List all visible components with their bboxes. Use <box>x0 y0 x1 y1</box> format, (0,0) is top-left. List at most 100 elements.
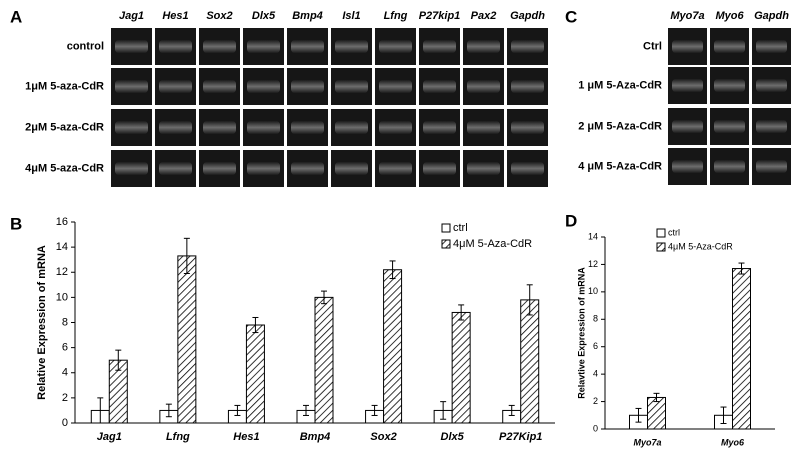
row-label: 1μM 5-aza-CdR <box>25 80 104 92</box>
legend-label: ctrl <box>668 227 680 237</box>
legend-label: 4μM 5-Aza-CdR <box>668 241 733 251</box>
gel-band <box>756 159 787 174</box>
gel-band <box>115 161 148 176</box>
gel-band <box>511 161 544 176</box>
gel-band <box>159 120 192 135</box>
error-bar <box>653 392 660 403</box>
gel-band <box>423 161 456 176</box>
gel-band <box>247 161 280 176</box>
row-label: 2μM 5-aza-CdR <box>25 121 104 133</box>
bar <box>647 396 666 430</box>
row-label: control <box>67 40 104 52</box>
gel-band <box>423 120 456 135</box>
error-bar <box>738 262 745 275</box>
row-label: Ctrl <box>643 40 662 52</box>
gel-band <box>714 159 745 174</box>
y-axis-title: Relative Expression of mRNA <box>36 245 48 400</box>
bar <box>520 299 540 424</box>
gel-band <box>335 120 368 135</box>
panel-label: C <box>565 7 577 26</box>
bar <box>314 296 334 424</box>
y-tick-label: 0 <box>593 423 598 433</box>
row-label: 2 μM 5-Aza-CdR <box>578 120 662 132</box>
error-bar <box>183 237 190 275</box>
error-bar <box>389 260 396 280</box>
gel-band <box>511 39 544 54</box>
x-tick-label: Lfng <box>166 431 190 443</box>
error-bar <box>252 316 259 334</box>
x-tick-label: Bmp4 <box>300 431 331 443</box>
gel-band <box>115 39 148 54</box>
gel-band <box>203 161 236 176</box>
y-tick-label: 14 <box>588 231 598 241</box>
gel-band <box>247 39 280 54</box>
gel-band <box>291 79 324 94</box>
gel-band <box>467 120 500 135</box>
gel-band <box>291 161 324 176</box>
error-bar <box>115 349 122 371</box>
error-bar <box>97 397 104 424</box>
x-tick-label: Myo7a <box>633 437 661 447</box>
x-tick-label: Hes1 <box>233 431 259 443</box>
legend-swatch <box>656 242 666 252</box>
lane-label: Pax2 <box>471 10 497 22</box>
gel-band <box>714 119 745 134</box>
y-tick-label: 2 <box>593 396 598 406</box>
error-bar <box>720 406 727 425</box>
gel-band <box>467 161 500 176</box>
lane-label: Myo6 <box>715 10 744 22</box>
gel-band <box>159 79 192 94</box>
gel-band <box>335 161 368 176</box>
y-tick-label: 0 <box>62 417 68 429</box>
y-tick-label: 8 <box>593 314 598 324</box>
bar <box>451 311 471 424</box>
error-bar <box>458 304 465 321</box>
gel-band <box>247 79 280 94</box>
gel-band <box>672 78 703 93</box>
y-tick-label: 4 <box>593 369 598 379</box>
gel-band <box>756 78 787 93</box>
error-bar <box>526 284 533 316</box>
y-tick-label: 12 <box>588 259 598 269</box>
gel-band <box>335 39 368 54</box>
lane-label: Dlx5 <box>252 10 276 22</box>
gel-band <box>159 161 192 176</box>
y-tick-label: 8 <box>62 316 68 328</box>
error-bar <box>508 404 515 416</box>
gel-band <box>379 161 412 176</box>
gel-band <box>203 79 236 94</box>
gel-band <box>115 79 148 94</box>
y-tick-label: 12 <box>56 266 68 278</box>
legend-swatch <box>441 223 451 233</box>
x-tick-label: P27Kip1 <box>499 431 542 443</box>
lane-label: P27kip1 <box>419 10 461 22</box>
bar <box>732 268 751 430</box>
y-tick-label: 6 <box>593 341 598 351</box>
gel-band <box>247 120 280 135</box>
gel-band <box>203 39 236 54</box>
error-bar <box>165 403 172 418</box>
x-tick-label: Myo6 <box>721 437 745 447</box>
gel-band <box>423 79 456 94</box>
lane-label: Hes1 <box>162 10 188 22</box>
panel-label: A <box>10 7 22 26</box>
lane-label: Gapdh <box>510 10 545 22</box>
error-bar <box>321 290 327 305</box>
y-tick-label: 4 <box>62 367 68 379</box>
legend-swatch <box>656 228 666 238</box>
lane-label: Isl1 <box>342 10 360 22</box>
gel-band <box>335 79 368 94</box>
y-tick-label: 16 <box>56 216 68 228</box>
error-bar <box>234 404 241 416</box>
x-tick-label: Jag1 <box>97 431 122 443</box>
gel-band <box>511 79 544 94</box>
gel-band <box>379 39 412 54</box>
y-tick-label: 14 <box>56 241 68 253</box>
gel-band <box>423 39 456 54</box>
gel-band <box>159 39 192 54</box>
lane-label: Bmp4 <box>292 10 323 22</box>
x-tick-label: Sox2 <box>370 431 396 443</box>
row-label: 1 μM 5-Aza-CdR <box>578 79 662 91</box>
panel-label: B <box>10 214 22 233</box>
